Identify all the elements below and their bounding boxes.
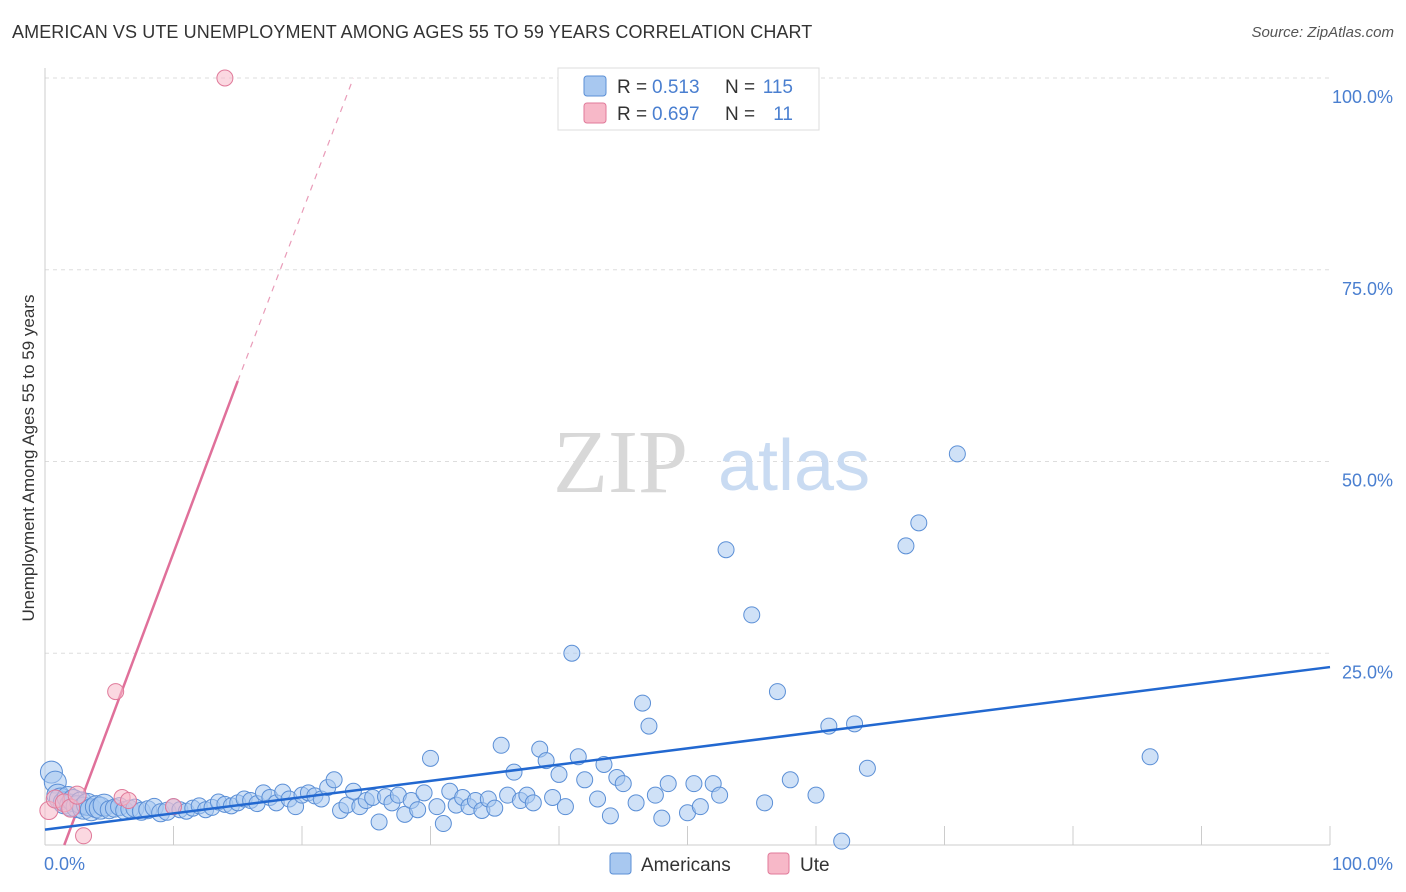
americans-points xyxy=(39,445,1159,850)
americans-point-112 xyxy=(781,771,799,789)
americans-point-88 xyxy=(556,798,574,816)
legend-swatch-ute xyxy=(583,102,607,124)
americans-point-77 xyxy=(486,799,504,817)
watermark-zip: ZIP xyxy=(553,413,688,512)
y-tick-label-25: 25.0% xyxy=(1342,662,1393,682)
americans-point-121 xyxy=(1141,748,1159,766)
ute-point-4 xyxy=(67,785,87,805)
x-axis: 0.0% 100.0% xyxy=(44,68,1393,874)
americans-point-116 xyxy=(846,715,864,733)
legend-ute-r-label: R = xyxy=(617,104,647,125)
americans-point-59 xyxy=(370,813,388,831)
americans-point-113 xyxy=(807,786,825,804)
legend-ute-n-value: 11 xyxy=(773,104,793,125)
americans-point-86 xyxy=(544,788,562,806)
ute-trend-dashed xyxy=(237,77,354,382)
americans-point-69 xyxy=(434,815,452,833)
legend-ute-n-label: N = xyxy=(725,104,755,125)
americans-point-98 xyxy=(634,694,652,712)
americans-point-78 xyxy=(492,736,510,754)
legend-americans-n-label: N = xyxy=(725,77,755,98)
americans-point-105 xyxy=(691,798,709,816)
americans-point-67 xyxy=(422,749,439,767)
americans-point-118 xyxy=(897,537,915,555)
americans-point-83 xyxy=(524,794,542,812)
grid xyxy=(45,77,1330,654)
americans-point-92 xyxy=(589,790,607,808)
y-tick-label-75: 75.0% xyxy=(1342,279,1393,299)
bottom-legend-americans: Americans xyxy=(641,855,731,876)
ute-trend-line xyxy=(63,77,354,846)
ute-trend-solid xyxy=(63,380,239,846)
ute-point-5 xyxy=(75,827,93,845)
y-axis-tick-labels: 25.0% 50.0% 75.0% 100.0% xyxy=(1332,87,1393,682)
x-tick-label-max: 100.0% xyxy=(1332,854,1393,874)
americans-point-107 xyxy=(711,786,729,804)
americans-point-66 xyxy=(415,784,433,802)
americans-point-110 xyxy=(756,794,774,812)
americans-point-109 xyxy=(743,606,761,624)
americans-point-101 xyxy=(653,809,671,827)
americans-point-87 xyxy=(550,765,568,783)
americans-point-99 xyxy=(640,717,658,735)
ute-point-8 xyxy=(120,792,138,810)
americans-point-52 xyxy=(325,771,343,789)
source-credit: Source: ZipAtlas.com xyxy=(1251,24,1394,41)
legend: R = 0.513 N = 115 R = 0.697 N = 11 xyxy=(557,67,820,131)
americans-point-68 xyxy=(428,798,446,816)
bottom-legend: Americans Ute xyxy=(609,852,830,876)
americans-point-115 xyxy=(833,832,851,850)
x-tick-label-min: 0.0% xyxy=(44,854,85,874)
americans-point-108 xyxy=(717,541,735,559)
legend-swatch-americans xyxy=(583,75,607,97)
americans-point-102 xyxy=(659,775,677,793)
americans-point-100 xyxy=(646,786,664,804)
americans-point-65 xyxy=(409,801,427,819)
ute-point-10 xyxy=(216,69,234,87)
americans-point-94 xyxy=(601,807,619,825)
bottom-legend-swatch-ute xyxy=(767,852,790,875)
y-axis-title: Unemployment Among Ages 55 to 59 years xyxy=(19,295,38,622)
americans-trend-solid xyxy=(44,665,1331,831)
y-tick-label-100: 100.0% xyxy=(1332,87,1393,107)
bottom-legend-swatch-americans xyxy=(609,852,632,875)
y-tick-label-50: 50.0% xyxy=(1342,471,1393,491)
americans-point-104 xyxy=(685,775,703,793)
ute-points xyxy=(39,69,234,845)
americans-point-120 xyxy=(948,445,966,463)
legend-ute-r-value: 0.697 xyxy=(652,104,700,125)
americans-point-111 xyxy=(768,683,786,701)
watermark: ZIP atlas xyxy=(553,413,870,512)
americans-point-119 xyxy=(910,514,928,532)
americans-point-96 xyxy=(614,775,632,793)
americans-trend-line xyxy=(44,665,1331,831)
legend-americans-r-value: 0.513 xyxy=(652,77,700,98)
legend-americans-n-value: 115 xyxy=(763,77,793,98)
americans-point-117 xyxy=(858,759,876,777)
americans-point-97 xyxy=(627,794,645,812)
legend-americans-r-label: R = xyxy=(617,77,647,98)
ute-point-6 xyxy=(107,683,125,701)
watermark-atlas: atlas xyxy=(718,426,870,506)
bottom-legend-ute: Ute xyxy=(800,855,830,876)
americans-point-91 xyxy=(576,771,594,789)
chart-title: AMERICAN VS UTE UNEMPLOYMENT AMONG AGES … xyxy=(12,22,813,42)
americans-point-89 xyxy=(563,644,581,662)
